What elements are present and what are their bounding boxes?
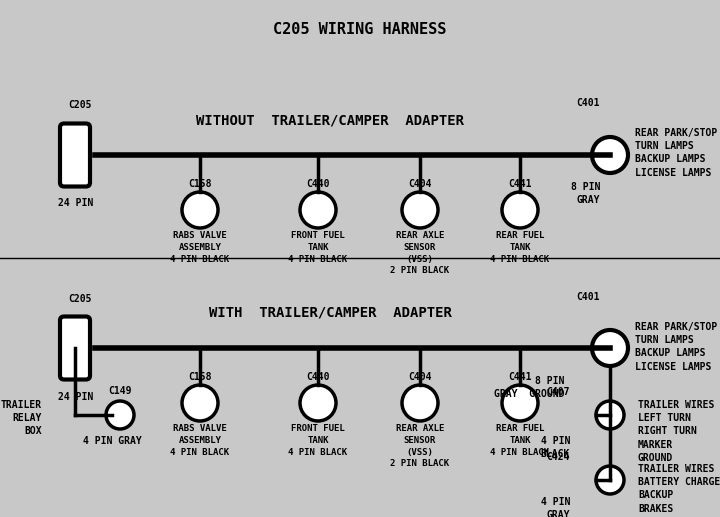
FancyBboxPatch shape bbox=[60, 316, 90, 379]
Text: REAR AXLE
SENSOR
(VSS)
2 PIN BLACK: REAR AXLE SENSOR (VSS) 2 PIN BLACK bbox=[390, 424, 449, 468]
Text: REAR AXLE
SENSOR
(VSS)
2 PIN BLACK: REAR AXLE SENSOR (VSS) 2 PIN BLACK bbox=[390, 231, 449, 276]
Text: RABS VALVE
ASSEMBLY
4 PIN BLACK: RABS VALVE ASSEMBLY 4 PIN BLACK bbox=[171, 231, 230, 264]
Text: WITH  TRAILER/CAMPER  ADAPTER: WITH TRAILER/CAMPER ADAPTER bbox=[209, 306, 451, 320]
Text: C158: C158 bbox=[188, 179, 212, 189]
Circle shape bbox=[300, 385, 336, 421]
Text: C440: C440 bbox=[306, 179, 330, 189]
Circle shape bbox=[502, 385, 538, 421]
Text: 24 PIN: 24 PIN bbox=[58, 392, 94, 402]
Circle shape bbox=[402, 192, 438, 228]
Circle shape bbox=[182, 192, 218, 228]
Text: C205: C205 bbox=[68, 100, 91, 110]
Text: 24 PIN: 24 PIN bbox=[58, 198, 94, 208]
Text: TRAILER WIRES
LEFT TURN
RIGHT TURN
MARKER
GROUND: TRAILER WIRES LEFT TURN RIGHT TURN MARKE… bbox=[638, 400, 714, 463]
Text: REAR FUEL
TANK
4 PIN BLACK: REAR FUEL TANK 4 PIN BLACK bbox=[490, 231, 549, 264]
Text: C205: C205 bbox=[68, 294, 91, 304]
Text: C441: C441 bbox=[508, 372, 532, 382]
Circle shape bbox=[182, 385, 218, 421]
Circle shape bbox=[106, 401, 134, 429]
Text: 4 PIN GRAY: 4 PIN GRAY bbox=[83, 436, 141, 446]
Circle shape bbox=[596, 401, 624, 429]
Text: C407: C407 bbox=[546, 387, 570, 397]
Text: C404: C404 bbox=[408, 179, 432, 189]
Text: REAR PARK/STOP
TURN LAMPS
BACKUP LAMPS
LICENSE LAMPS: REAR PARK/STOP TURN LAMPS BACKUP LAMPS L… bbox=[635, 322, 717, 372]
Circle shape bbox=[592, 137, 628, 173]
Text: C149: C149 bbox=[108, 386, 132, 396]
Text: TRAILER WIRES
BATTERY CHARGE
BACKUP
BRAKES: TRAILER WIRES BATTERY CHARGE BACKUP BRAK… bbox=[638, 464, 720, 513]
Text: REAR PARK/STOP
TURN LAMPS
BACKUP LAMPS
LICENSE LAMPS: REAR PARK/STOP TURN LAMPS BACKUP LAMPS L… bbox=[635, 128, 717, 178]
Circle shape bbox=[402, 385, 438, 421]
Text: REAR FUEL
TANK
4 PIN BLACK: REAR FUEL TANK 4 PIN BLACK bbox=[490, 424, 549, 457]
Text: FRONT FUEL
TANK
4 PIN BLACK: FRONT FUEL TANK 4 PIN BLACK bbox=[289, 424, 348, 457]
Text: C158: C158 bbox=[188, 372, 212, 382]
Text: FRONT FUEL
TANK
4 PIN BLACK: FRONT FUEL TANK 4 PIN BLACK bbox=[289, 231, 348, 264]
Text: C424: C424 bbox=[546, 452, 570, 462]
Text: C440: C440 bbox=[306, 372, 330, 382]
Circle shape bbox=[502, 192, 538, 228]
Text: WITHOUT  TRAILER/CAMPER  ADAPTER: WITHOUT TRAILER/CAMPER ADAPTER bbox=[196, 113, 464, 127]
Circle shape bbox=[596, 466, 624, 494]
Text: C205 WIRING HARNESS: C205 WIRING HARNESS bbox=[274, 22, 446, 37]
Circle shape bbox=[592, 330, 628, 366]
Text: 8 PIN
GRAY: 8 PIN GRAY bbox=[571, 182, 600, 205]
Text: RABS VALVE
ASSEMBLY
4 PIN BLACK: RABS VALVE ASSEMBLY 4 PIN BLACK bbox=[171, 424, 230, 457]
Text: TRAILER
RELAY
BOX: TRAILER RELAY BOX bbox=[1, 400, 42, 436]
Text: C441: C441 bbox=[508, 179, 532, 189]
Text: C401: C401 bbox=[577, 98, 600, 108]
Text: C404: C404 bbox=[408, 372, 432, 382]
Circle shape bbox=[300, 192, 336, 228]
Text: 4 PIN
GRAY: 4 PIN GRAY bbox=[541, 497, 570, 517]
Text: C401: C401 bbox=[577, 292, 600, 302]
Text: 8 PIN
GRAY  GROUND: 8 PIN GRAY GROUND bbox=[493, 376, 564, 399]
Text: 4 PIN
BLACK: 4 PIN BLACK bbox=[541, 436, 570, 459]
FancyBboxPatch shape bbox=[60, 124, 90, 187]
